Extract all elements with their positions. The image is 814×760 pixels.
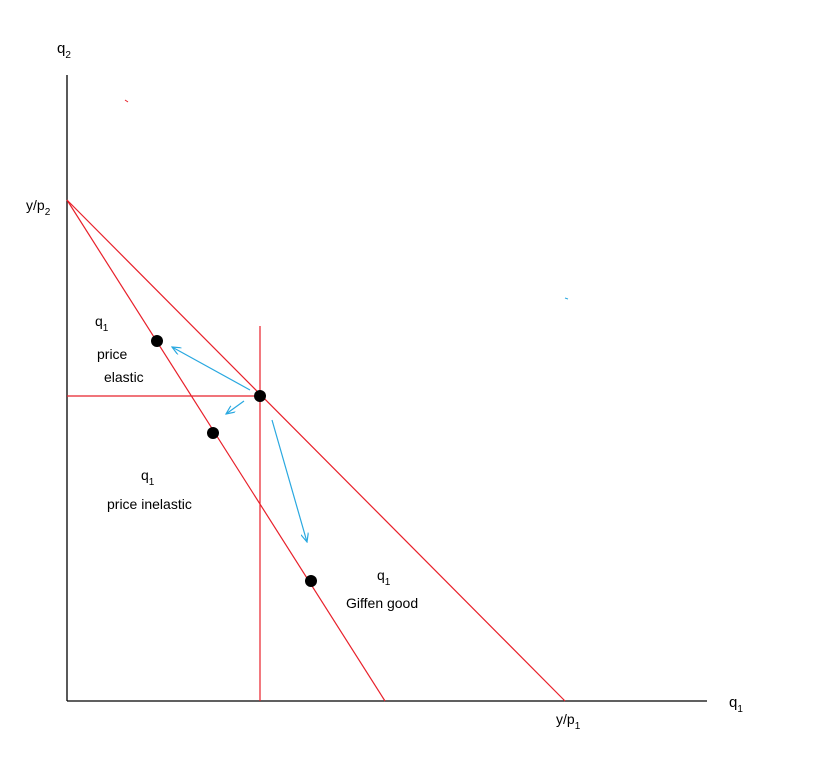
stray-mark	[124, 99, 129, 103]
elastic-text-label-2: elastic	[104, 369, 144, 385]
giffen-point	[305, 575, 317, 587]
giffen-q-label: q1	[377, 567, 391, 588]
y-intercept-label: y/p2	[26, 197, 51, 218]
elastic-q-label: q1	[95, 313, 109, 334]
arrow-to-giffen	[271, 419, 307, 542]
x-intercept-label: y/p1	[556, 711, 581, 732]
giffen-text-label: Giffen good	[346, 595, 418, 611]
inelastic-point	[207, 427, 219, 439]
x-axis-label: q1	[729, 694, 743, 715]
new-budget-line	[66, 199, 386, 702]
original-budget-line	[66, 199, 566, 702]
initial-point	[254, 390, 266, 402]
arrow-to-inelastic	[226, 400, 245, 414]
y-axis-label: q2	[57, 40, 71, 61]
stray-mark-2	[564, 297, 569, 300]
arrow-to-elastic	[172, 347, 251, 391]
elastic-point	[151, 335, 163, 347]
inelastic-text-label: price inelastic	[107, 496, 192, 512]
elastic-text-label: price	[97, 346, 128, 362]
inelastic-q-label: q1	[141, 467, 155, 488]
